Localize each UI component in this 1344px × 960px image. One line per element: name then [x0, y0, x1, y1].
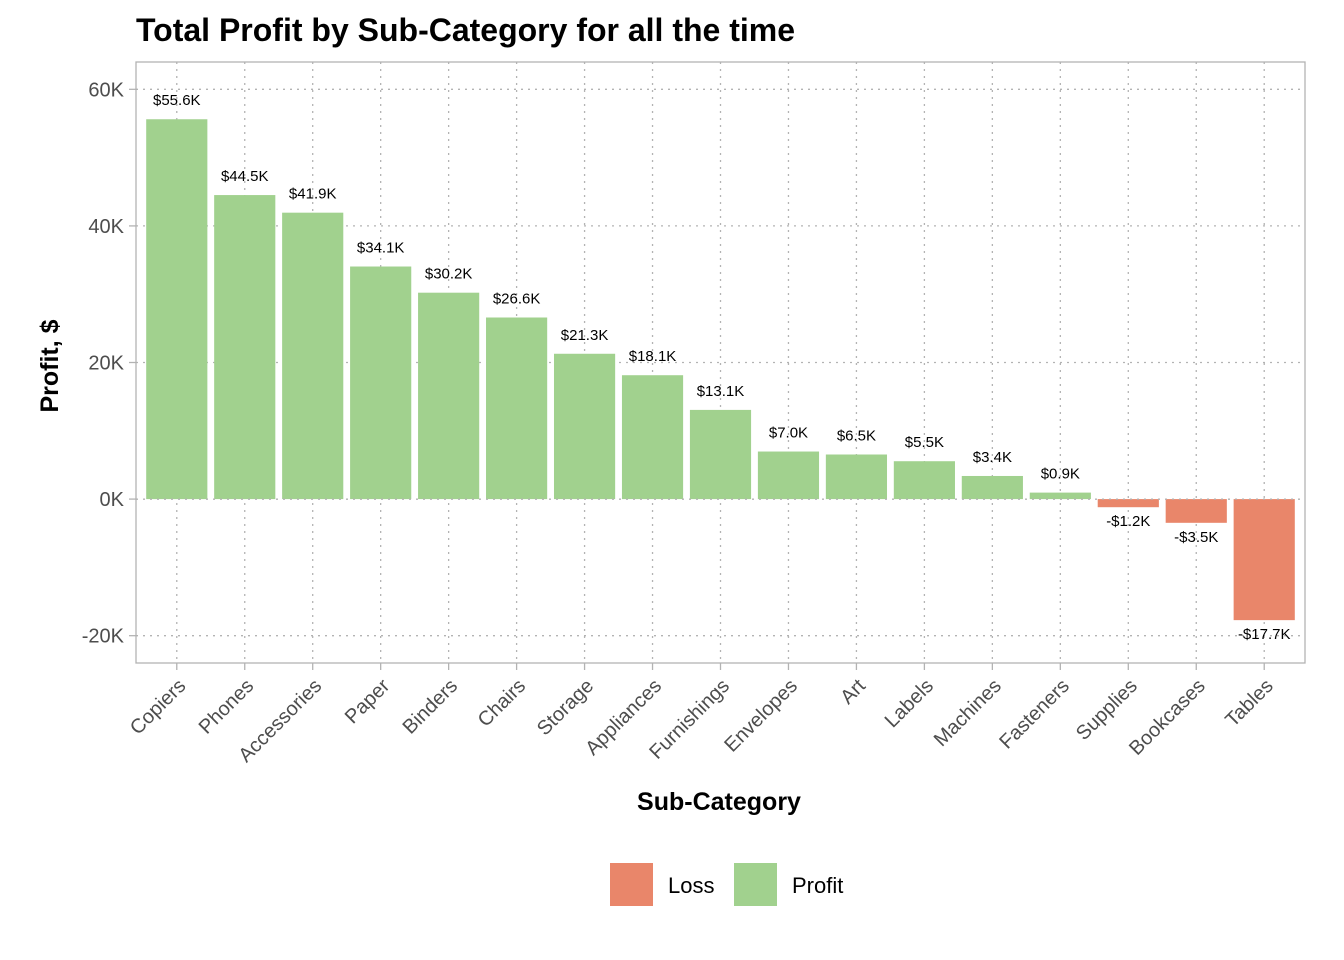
x-tick-label: Art — [836, 675, 870, 709]
x-tick-label: Copiers — [126, 675, 190, 739]
data-label: -$3.5K — [1174, 529, 1218, 546]
bar-bookcases — [1165, 499, 1227, 523]
x-tick-label: Storage — [533, 675, 598, 740]
legend-key-loss — [610, 863, 653, 906]
data-label: $30.2K — [425, 266, 473, 283]
bar-storage — [553, 353, 616, 500]
data-label: $7.0K — [769, 425, 808, 442]
bar-furnishings — [689, 409, 752, 500]
data-label: $55.6K — [153, 92, 201, 109]
bar-copiers — [146, 119, 208, 500]
bar-machines — [961, 475, 1023, 500]
data-label: -$1.2K — [1106, 513, 1150, 530]
x-tick-label: Binders — [399, 675, 463, 739]
bar-chairs — [486, 317, 548, 500]
data-label: $34.1K — [357, 240, 405, 257]
y-tick-label: 20K — [88, 353, 124, 375]
y-tick-label: -20K — [82, 626, 125, 648]
data-label: $41.9K — [289, 186, 337, 203]
data-labels: $55.6K $44.5K $41.9K $34.1K $30.2K $26.6K $21.… — [136, 92, 1305, 643]
x-axis-title: Sub-Category — [637, 788, 801, 816]
y-tick-label: 0K — [100, 489, 125, 511]
x-tick-label: Supplies — [1072, 675, 1142, 745]
data-label: $26.6K — [493, 290, 541, 307]
bar-appliances — [621, 375, 684, 500]
bars — [146, 119, 1295, 621]
x-tick-label: Chairs — [474, 675, 530, 731]
legend-label: Profit — [792, 873, 843, 898]
x-tick-label: Labels — [881, 675, 938, 732]
data-label: $6.5K — [837, 428, 876, 445]
x-tick-label: Envelopes — [720, 675, 802, 757]
bar-phones — [214, 195, 276, 500]
x-tick-label: Phones — [195, 675, 259, 739]
data-label: $5.5K — [905, 434, 944, 451]
data-label: $44.5K — [221, 168, 269, 185]
y-tick-label: 40K — [88, 216, 124, 238]
legend: Loss Profit — [610, 863, 843, 906]
data-label: -$17.7K — [1238, 626, 1291, 643]
bar-envelopes — [757, 451, 820, 500]
data-label: $18.1K — [629, 348, 677, 365]
legend-label: Loss — [668, 873, 714, 898]
bar-labels — [893, 461, 955, 500]
data-label: $3.4K — [973, 449, 1012, 466]
bar-binders — [418, 292, 480, 500]
x-tick-label: Fasteners — [995, 675, 1073, 753]
x-tick-label: Tables — [1221, 675, 1277, 731]
y-tick-label: 60K — [88, 79, 124, 101]
bar-art — [825, 454, 888, 500]
legend-key-profit — [734, 863, 777, 906]
bar-fasteners — [1029, 492, 1091, 500]
x-tick-label: Machines — [930, 675, 1006, 751]
y-axis: -20K 0K 20K 40K 60K — [82, 79, 136, 648]
data-label: $13.1K — [697, 383, 745, 400]
bar-paper — [350, 266, 412, 500]
data-label: $0.9K — [1041, 466, 1080, 483]
bar-tables — [1233, 499, 1295, 621]
bar-accessories — [282, 212, 344, 500]
bar-supplies — [1097, 499, 1159, 508]
x-tick-label: Paper — [341, 675, 395, 729]
data-label: $21.3K — [561, 327, 609, 344]
chart-title: Total Profit by Sub-Category for all the… — [136, 12, 796, 48]
y-axis-title: Profit, $ — [36, 319, 64, 412]
